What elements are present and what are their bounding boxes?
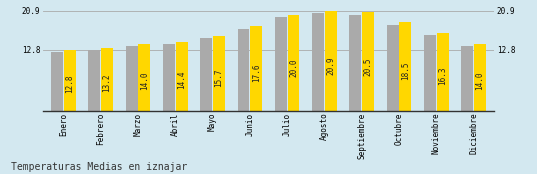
Bar [275,17,287,111]
Text: 20.9: 20.9 [326,57,335,75]
Bar [400,22,411,111]
Bar [176,42,187,111]
Bar [101,48,113,111]
Bar [350,15,361,111]
Text: 18.5: 18.5 [401,62,410,80]
Bar [287,15,300,111]
Text: Temperaturas Medias en iznajar: Temperaturas Medias en iznajar [11,162,187,172]
Text: 20.5: 20.5 [364,58,373,76]
Bar [362,13,374,111]
Bar [237,29,250,111]
Bar [163,44,175,111]
Text: 16.3: 16.3 [438,67,447,85]
Bar [139,44,150,111]
Text: 14.0: 14.0 [475,72,484,90]
Text: 15.7: 15.7 [214,68,223,86]
Text: 14.4: 14.4 [177,71,186,89]
Bar [89,50,100,111]
Text: 14.0: 14.0 [140,72,149,90]
Text: 13.2: 13.2 [103,73,112,92]
Bar [325,10,337,111]
Text: 20.0: 20.0 [289,59,298,77]
Text: 17.6: 17.6 [252,64,260,82]
Bar [126,46,137,111]
Bar [474,44,486,111]
Bar [51,52,63,111]
Bar [437,33,448,111]
Text: 12.8: 12.8 [66,74,74,93]
Bar [213,36,225,111]
Bar [312,13,324,111]
Bar [250,26,262,111]
Bar [387,25,398,111]
Bar [200,38,212,111]
Bar [461,46,473,111]
Bar [64,50,76,111]
Bar [424,35,436,111]
